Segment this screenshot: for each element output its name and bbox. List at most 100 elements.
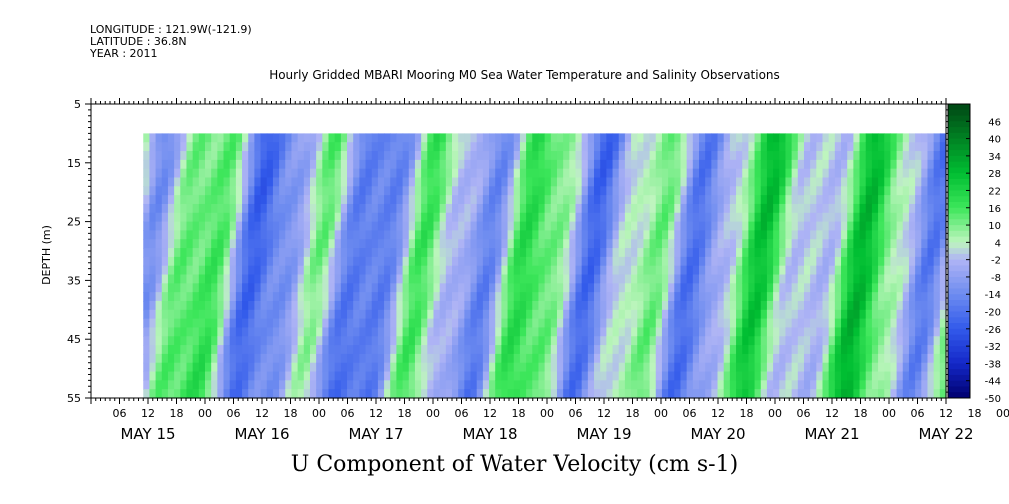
heatmap-cell [884,300,892,311]
heatmap-cell [742,345,749,355]
heatmap-cell [865,283,873,293]
heatmap-cell [705,327,712,337]
heatmap-cell [235,292,243,302]
heatmap-cell [575,345,583,355]
heatmap-cell [834,133,842,143]
heatmap-cell [377,309,385,320]
heatmap-cell [674,230,682,240]
heatmap-cell [908,177,916,187]
heatmap-cell [526,362,533,373]
heatmap-cell [618,256,626,267]
heatmap-cell [155,336,163,346]
heatmap-cell [427,309,435,320]
heatmap-cell [939,239,947,249]
heatmap-cell [742,309,749,320]
heatmap-cell [211,195,218,205]
heatmap-cell [161,159,169,170]
heatmap-cell [834,389,842,399]
heatmap-cell [340,133,348,143]
heatmap-cell [217,300,225,311]
heatmap-cell [408,248,416,258]
heatmap-cell [859,380,867,390]
heatmap-cell [668,230,675,240]
heatmap-cell [692,195,700,205]
heatmap-cell [297,151,305,161]
x-day-label: MAY 16 [234,425,289,443]
heatmap-cell [291,177,299,187]
heatmap-cell [668,151,675,161]
heatmap-cell [408,186,416,196]
heatmap-cell [766,133,774,143]
heatmap-cell [291,248,299,258]
heatmap-cell [217,221,225,232]
heatmap-cell [501,142,509,152]
heatmap-cell [464,177,472,187]
heatmap-cell [526,353,533,364]
heatmap-cell [538,203,546,214]
heatmap-cell [556,300,564,311]
heatmap-cell [692,327,700,337]
heatmap-cell [606,345,614,355]
heatmap-cell [587,362,595,373]
heatmap-cell [890,159,898,170]
colorbar-level-label: -26 [985,325,1001,336]
heatmap-cell [235,318,243,329]
heatmap-cell [859,389,867,399]
heatmap-cell [445,239,453,249]
heatmap-cell [841,256,848,267]
heatmap-cell [933,389,941,399]
heatmap-cell [637,345,645,355]
heatmap-cell [803,248,811,258]
heatmap-cell [513,318,521,329]
heatmap-cell [810,292,817,302]
heatmap-cell [322,230,330,240]
heatmap-cell [908,371,916,381]
heatmap-cell [834,283,842,293]
heatmap-cell [205,318,212,329]
heatmap-cell [223,362,231,373]
heatmap-cell [612,380,620,390]
heatmap-cell [933,283,941,293]
heatmap-cell [729,309,737,320]
heatmap-cell [884,389,892,399]
heatmap-cell [661,380,669,390]
heatmap-cell [359,203,367,214]
heatmap-cell [661,318,669,329]
heatmap-cell [581,371,589,381]
heatmap-cell [785,345,793,355]
x-hour-tick-label: 12 [825,407,839,420]
heatmap-cell [927,345,935,355]
heatmap-cell [841,309,848,320]
heatmap-cell [754,336,762,346]
heatmap-cell [921,318,929,329]
heatmap-cell [773,177,780,187]
heatmap-cell [365,221,373,232]
heatmap-cell [174,362,181,373]
heatmap-cell [791,186,799,196]
heatmap-cell [581,168,589,179]
heatmap-cell [550,221,558,232]
heatmap-cell [476,371,484,381]
heatmap-cell [748,159,756,170]
heatmap-cell [377,371,385,381]
heatmap-cell [618,345,626,355]
heatmap-cell [612,274,620,284]
heatmap-cell [285,203,293,214]
heatmap-cell [847,133,854,143]
heatmap-cell [476,230,484,240]
heatmap-cell [414,177,422,187]
heatmap-cell [748,371,756,381]
heatmap-cell [692,186,700,196]
heatmap-cell [760,292,768,302]
heatmap-cell [661,371,669,381]
heatmap-cell [384,265,391,276]
heatmap-cell [785,362,793,373]
heatmap-cell [371,362,379,373]
heatmap-cell [433,300,441,311]
heatmap-cell [143,168,151,179]
heatmap-cell [266,318,274,329]
heatmap-cell [285,380,293,390]
x-hour-tick-label: 18 [626,407,640,420]
heatmap-cell [433,292,441,302]
heatmap-cell [353,274,360,284]
